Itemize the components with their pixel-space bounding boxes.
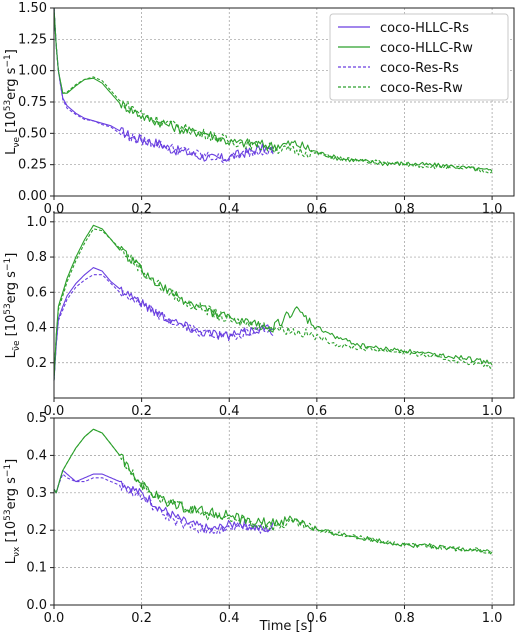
panel-bottom: 0.0 0.2 0.4 0.6 0.8 1.0 0.0 0.1 0.2 0.3 0.4 0.5 Lνx … [3,411,515,626]
y-tick-label: 0.8 [26,250,47,265]
y-tick-label: 0.6 [26,285,47,300]
y-tick-label: 0.25 [18,158,47,173]
series-line-coco-Res-Rs [53,7,274,164]
series-line-coco-Res-Rw [53,228,493,381]
x-tick-label: 0.8 [394,404,415,419]
y-tick-label: 1.25 [18,32,47,47]
plot-frame [53,417,515,606]
series-line-coco-Res-Rs [53,274,274,381]
y-tick-label: 0.4 [26,448,47,463]
series-line-coco-HLLC-Rs [53,469,274,533]
x-tick-label: 0.4 [219,404,240,419]
series-line-coco-HLLC-Rs [53,267,274,381]
panel-top: 0.0 0.2 0.4 0.6 0.8 1.00.000.250.500.751.001.… [3,1,515,217]
y-tick-label: 0.00 [18,189,47,204]
y-tick-label: 0.5 [26,411,47,426]
x-tick-label: 0.6 [307,611,328,626]
x-tick-label: 0.8 [394,611,415,626]
y-tick-label: 0.3 [26,486,47,501]
y-tick-label: 0.1 [26,561,47,576]
x-tick-label: 0.0 [44,404,65,419]
panel-middle: 0.0 0.2 0.4 0.6 0.8 1.0 0.2 0.4 0.6 0.8 1.0 Lν̄e [1… [3,212,515,419]
x-tick-label: 1.0 [482,611,503,626]
y-tick-label: 0.2 [26,356,47,371]
y-tick-label: 1.50 [18,1,47,16]
x-tick-label: 0.4 [219,611,240,626]
series-line-coco-HLLC-Rs [53,7,274,162]
x-tick-label: 1.0 [482,404,503,419]
series-line-coco-Res-Rw [53,7,493,174]
legend-box [329,13,509,101]
plot-frame [53,212,515,399]
x-tick-label: 0.2 [131,404,152,419]
series-line-coco-HLLC-Rw [53,7,493,172]
x-tick-label: 0.0 [44,611,65,626]
y-axis-title: Lνx [1053erg s−1] [3,459,22,564]
x-axis-title: Time [s] [259,619,313,634]
series-line-coco-HLLC-Rw [53,224,493,381]
y-axis-title: Lν̄e [1053erg s−1] [3,253,22,359]
series-line-coco-Res-Rs [53,473,274,535]
legend-label: coco-Res-Rs [380,61,459,76]
y-tick-label: 0.50 [18,126,47,141]
legend-label: coco-Res-Rw [380,81,463,96]
y-tick-label: 0.75 [18,95,47,110]
y-tick-label: 0.0 [26,598,47,613]
legend-label: coco-HLLC-Rw [380,41,473,56]
legend-label: coco-HLLC-Rs [380,21,469,36]
series-line-coco-HLLC-Rw [53,428,493,555]
y-tick-label: 0.2 [26,523,47,538]
y-tick-label: 1.00 [18,64,47,79]
y-tick-label: 0.4 [26,321,47,336]
y-axis-title: Lνe [1053erg s−1] [3,49,22,155]
x-tick-label: 0.6 [307,404,328,419]
series-line-coco-Res-Rw [53,428,493,554]
y-tick-label: 1.0 [26,215,47,230]
x-tick-label: 0.2 [131,611,152,626]
